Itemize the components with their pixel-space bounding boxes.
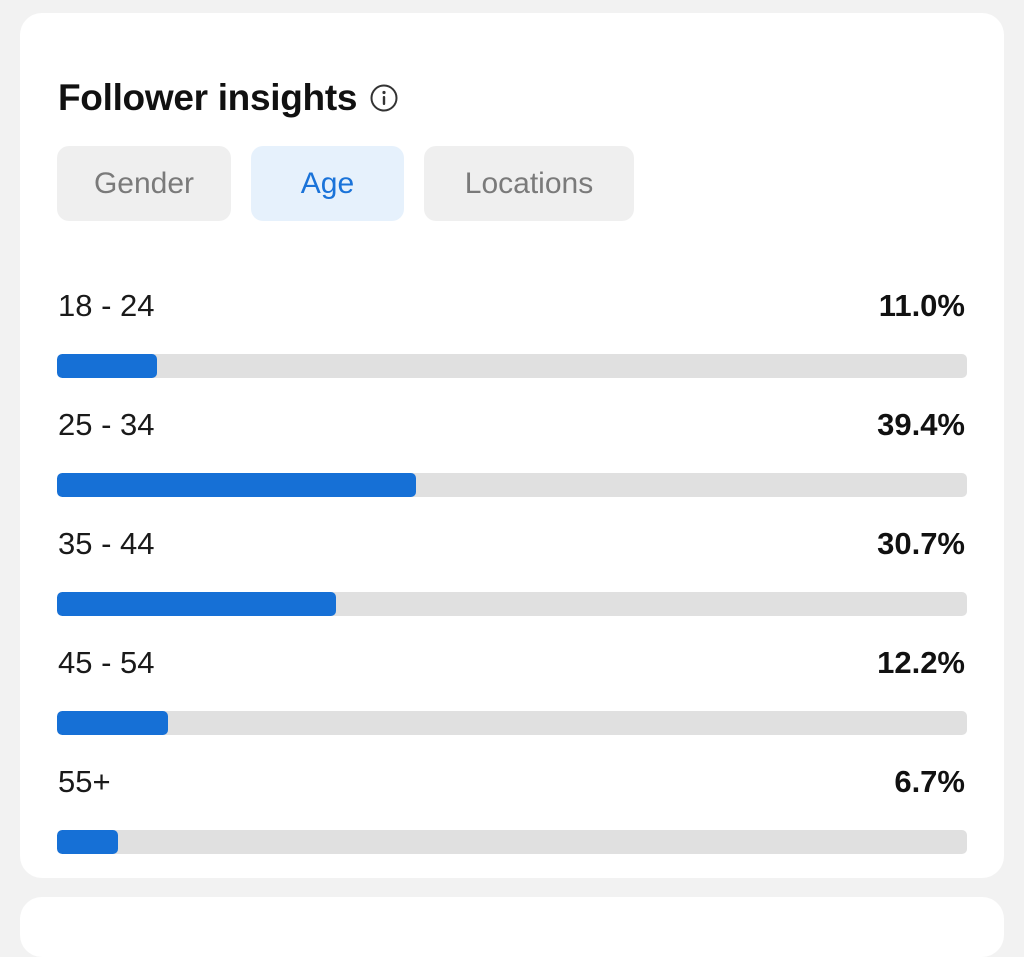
age-range-label: 45 - 54 <box>58 645 155 680</box>
age-row-45-54: 45 - 54 12.2% <box>57 640 967 759</box>
age-percent-value: 12.2% <box>877 645 965 680</box>
age-range-label: 55+ <box>58 764 111 799</box>
card-title: Follower insights <box>58 77 358 118</box>
age-range-label: 18 - 24 <box>58 288 155 323</box>
info-icon[interactable] <box>369 83 399 113</box>
age-range-label: 25 - 34 <box>58 407 155 442</box>
age-row-25-34: 25 - 34 39.4% <box>57 402 967 521</box>
progress-fill <box>57 830 118 854</box>
age-percent-value: 39.4% <box>877 407 965 442</box>
progress-fill <box>57 473 416 497</box>
progress-fill <box>57 711 169 735</box>
insights-tabs: Gender Age Locations <box>57 146 654 221</box>
progress-track <box>57 473 967 497</box>
next-card <box>20 897 1004 957</box>
tab-age[interactable]: Age <box>251 146 404 221</box>
age-percent-value: 30.7% <box>877 526 965 561</box>
tab-gender[interactable]: Gender <box>57 146 231 221</box>
age-percent-value: 11.0% <box>878 288 965 323</box>
progress-track <box>57 711 967 735</box>
age-row-18-24: 18 - 24 11.0% <box>57 283 967 402</box>
progress-fill <box>57 592 337 616</box>
age-range-label: 35 - 44 <box>58 526 155 561</box>
age-percent-value: 6.7% <box>894 764 965 799</box>
progress-track <box>57 354 967 378</box>
tab-locations[interactable]: Locations <box>424 146 634 221</box>
progress-track <box>57 592 967 616</box>
card-header: Follower insights <box>58 77 399 119</box>
follower-insights-card: Follower insights Gender Age Locations 1… <box>20 13 1004 878</box>
progress-track <box>57 830 967 854</box>
age-row-55-plus: 55+ 6.7% <box>57 759 967 878</box>
age-row-35-44: 35 - 44 30.7% <box>57 521 967 640</box>
age-breakdown-list: 18 - 24 11.0% 25 - 34 39.4% 35 - 44 30.7… <box>57 283 967 878</box>
progress-fill <box>57 354 158 378</box>
